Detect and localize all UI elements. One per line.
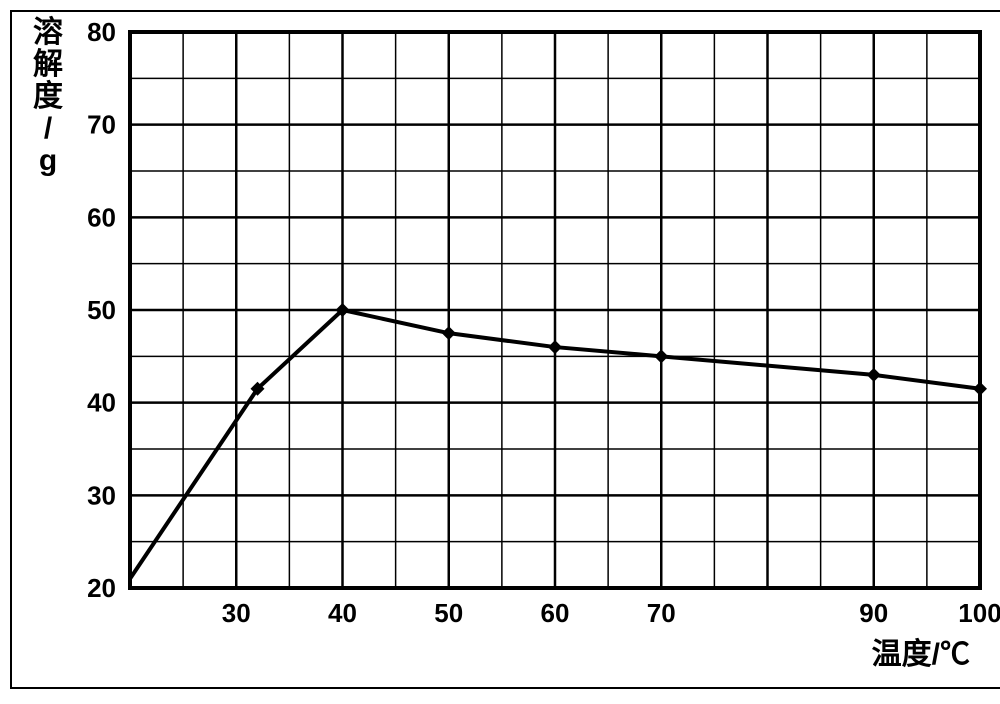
svg-text:60: 60: [541, 598, 570, 628]
svg-text:溶: 溶: [33, 15, 63, 49]
svg-text:解: 解: [33, 48, 63, 81]
svg-text:80: 80: [87, 17, 116, 47]
svg-text:温度/℃: 温度/℃: [872, 638, 970, 671]
svg-text:20: 20: [87, 573, 116, 603]
svg-text:40: 40: [328, 598, 357, 628]
svg-text:/: /: [44, 112, 53, 145]
svg-text:60: 60: [87, 202, 116, 232]
svg-text:100: 100: [958, 598, 1000, 628]
svg-text:50: 50: [434, 598, 463, 628]
svg-text:70: 70: [647, 598, 676, 628]
svg-text:30: 30: [222, 598, 251, 628]
svg-text:70: 70: [87, 110, 116, 140]
svg-text:90: 90: [859, 598, 888, 628]
chart-svg: 30 40 50 60 70 90 100 20 30 40 50 60 70 80 温度/℃ 溶解度/g: [10, 10, 1000, 689]
svg-text:度: 度: [33, 80, 63, 113]
solubility-vs-temperature-chart: 30 40 50 60 70 90 100 20 30 40 50 60 70 80 温度/℃ 溶解度/g: [10, 10, 1000, 689]
svg-text:30: 30: [87, 480, 116, 510]
svg-text:50: 50: [87, 295, 116, 325]
svg-text:40: 40: [87, 388, 116, 418]
svg-text:g: g: [39, 144, 57, 177]
